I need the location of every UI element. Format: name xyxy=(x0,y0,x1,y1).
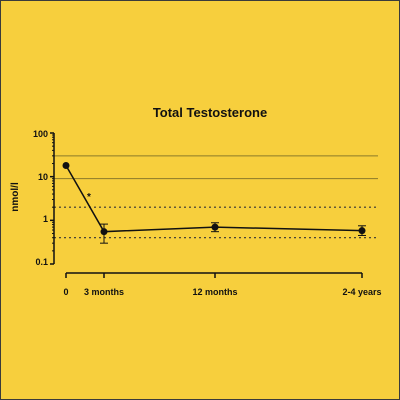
x-tick-label-12-months: 12 months xyxy=(192,287,237,297)
data-point-2 xyxy=(211,223,219,231)
y-tick-label-1: 1 xyxy=(43,214,48,224)
x-tick-label-2-4-years: 2-4 years xyxy=(342,287,381,297)
y-tick-label-100: 100 xyxy=(33,129,48,139)
data-point-1 xyxy=(100,228,108,236)
significance-marker: * xyxy=(87,192,91,203)
series-line xyxy=(65,165,363,233)
y-tick-label-0-1: 0.1 xyxy=(35,257,48,267)
chart-title: Total Testosterone xyxy=(153,105,267,120)
y-axis-label: nmol/l xyxy=(10,182,21,212)
x-tick-label-0: 0 xyxy=(63,287,68,297)
data-point-3 xyxy=(358,227,366,235)
data-point-0 xyxy=(62,162,70,170)
plot-layer xyxy=(50,132,378,278)
x-tick-label-3-months: 3 months xyxy=(84,287,124,297)
y-tick-label-10: 10 xyxy=(38,172,48,182)
